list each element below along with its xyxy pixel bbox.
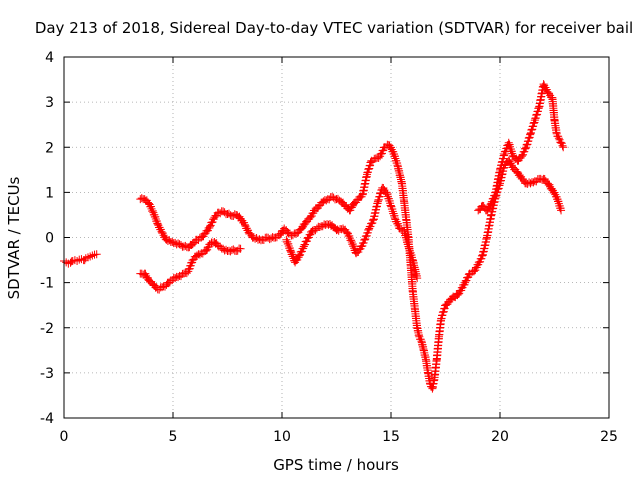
data-point-interp: [558, 141, 567, 150]
y-tick-label: -3: [40, 366, 54, 382]
data-point: [92, 250, 101, 259]
data-point-interp: [255, 235, 264, 244]
data-point: [557, 206, 566, 215]
data-point-interp: [315, 222, 324, 231]
data-point: [236, 244, 245, 253]
y-tick-label: 4: [45, 50, 54, 66]
data-point: [179, 269, 188, 278]
data-point-interp: [374, 154, 383, 163]
data-point: [312, 224, 321, 233]
data-point-interp: [165, 236, 174, 245]
x-tick-label: 0: [60, 429, 69, 445]
axis-ticks: 0 5 10 15 20 25 -4 -3 -2 -1 0 1 2 3 4: [40, 50, 618, 445]
data-point-interp: [529, 178, 538, 187]
data-point: [334, 226, 343, 235]
x-tick-label: 5: [169, 429, 178, 445]
data-point-interp: [229, 212, 238, 221]
data-point-interp: [322, 196, 331, 205]
data-point: [206, 240, 215, 249]
data-point: [308, 226, 317, 235]
data-point-interp: [181, 241, 190, 250]
data-point: [158, 283, 167, 292]
data-point-interp: [329, 193, 338, 202]
y-tick-label: 1: [45, 185, 54, 201]
data-points: [60, 80, 568, 393]
data-point: [559, 143, 568, 152]
y-tick-label: -2: [40, 321, 54, 337]
data-point: [557, 138, 566, 147]
data-point-interp: [521, 144, 530, 153]
data-point: [554, 134, 563, 143]
plot-frame: [63, 56, 610, 419]
y-tick-label: -4: [40, 411, 54, 427]
data-point-interp: [168, 237, 177, 246]
data-point-interp: [252, 234, 261, 243]
x-tick-label: 10: [273, 429, 291, 445]
data-point-interp: [163, 237, 172, 246]
data-point: [371, 154, 380, 163]
data-point-interp: [148, 206, 157, 215]
chart-title: Day 213 of 2018, Sidereal Day-to-day VTE…: [35, 19, 633, 37]
data-point-interp: [251, 234, 260, 243]
data-point-interp: [176, 241, 185, 250]
data-point-interp: [174, 239, 183, 248]
data-point: [517, 152, 526, 161]
data-point: [162, 235, 171, 244]
x-tick-label: 20: [491, 429, 509, 445]
data-point-interp: [182, 269, 191, 278]
y-axis-label: SDTVAR / TECUs: [5, 176, 23, 299]
data-point: [267, 234, 276, 243]
x-tick-label: 25: [600, 429, 618, 445]
data-point: [192, 251, 201, 260]
x-axis-label: GPS time / hours: [273, 456, 399, 474]
y-tick-label: 0: [45, 231, 54, 247]
data-point: [179, 242, 188, 251]
data-point-interp: [229, 245, 238, 254]
data-point-interp: [174, 273, 183, 282]
data-point: [288, 231, 297, 240]
data-point: [297, 224, 306, 233]
y-tick-label: -1: [40, 276, 54, 292]
data-point-interp: [368, 216, 377, 225]
data-point: [219, 244, 228, 253]
y-tick-label: 3: [45, 95, 54, 111]
data-point: [526, 179, 535, 188]
data-point: [171, 274, 180, 283]
data-point-interp: [311, 226, 320, 235]
data-point-interp: [195, 250, 204, 259]
data-point: [249, 233, 258, 242]
data-point: [319, 197, 328, 206]
grid-lines: [64, 57, 609, 418]
y-tick-label: 2: [45, 140, 54, 156]
data-point: [275, 231, 284, 240]
data-point: [227, 246, 236, 255]
x-tick-label: 15: [382, 429, 400, 445]
data-point-interp: [347, 236, 356, 245]
data-point-interp: [397, 225, 406, 234]
data-point: [413, 274, 422, 283]
